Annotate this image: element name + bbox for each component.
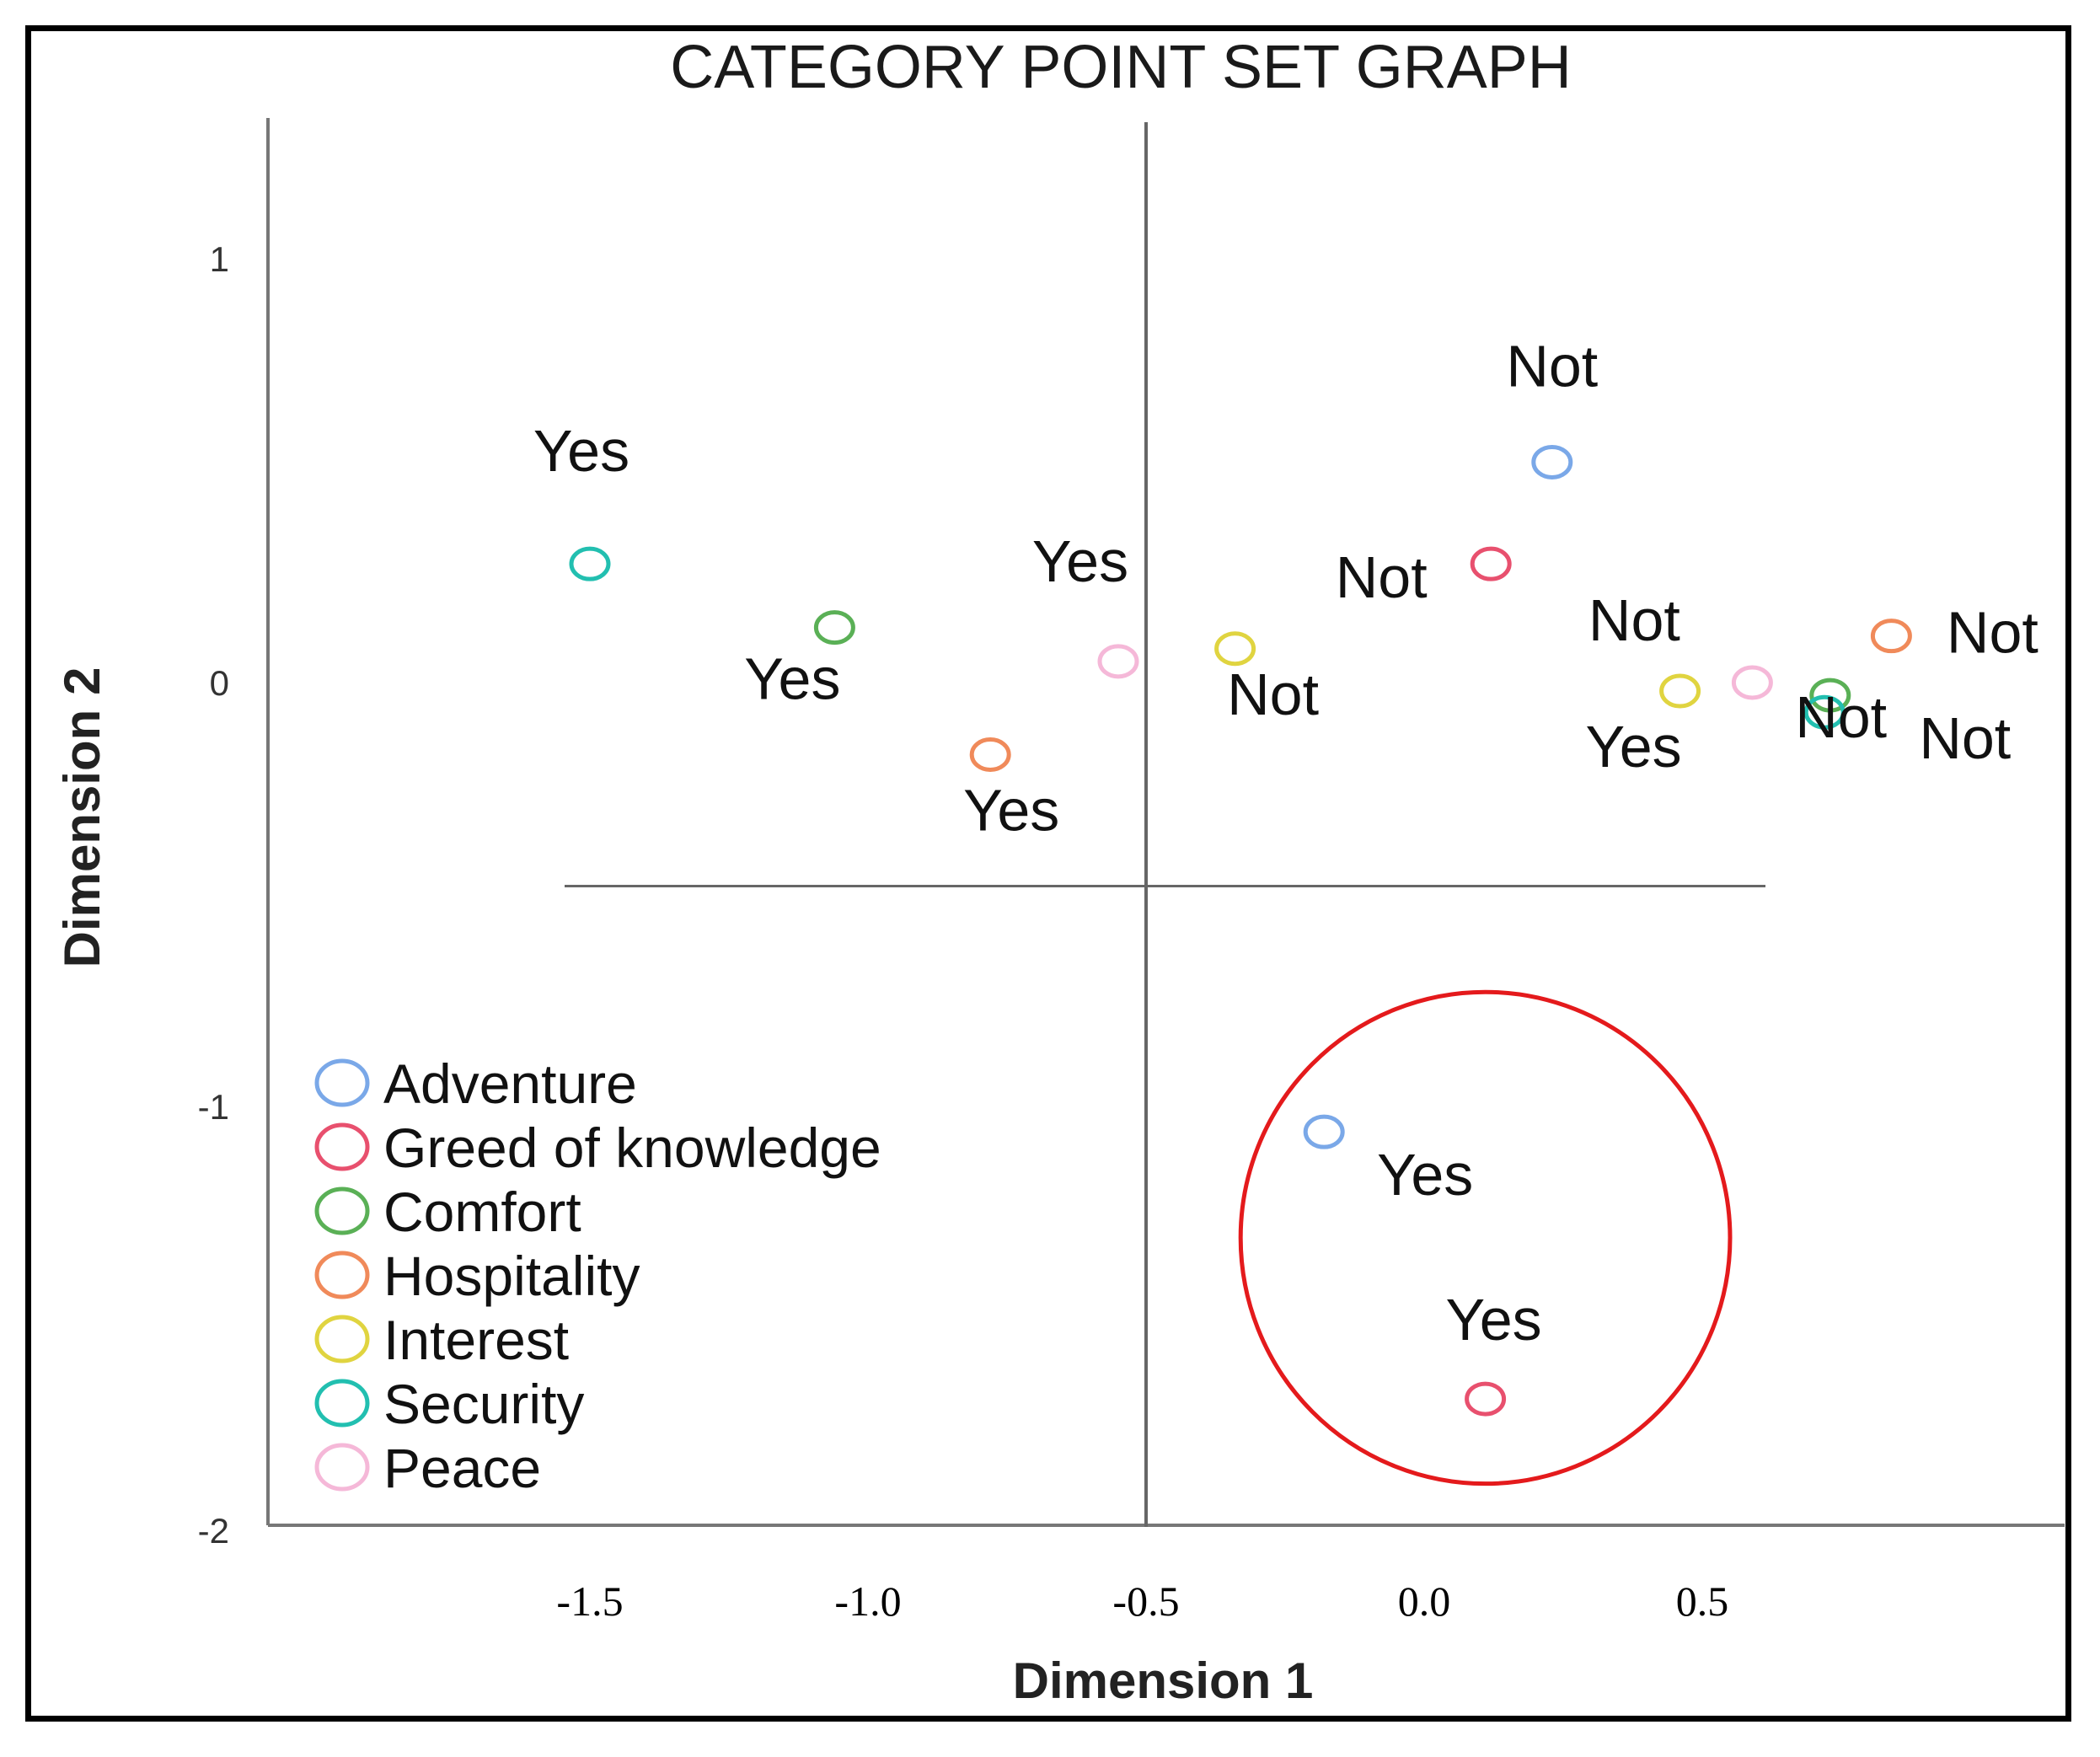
data-point [1214, 631, 1256, 667]
point-label: Yes [1445, 1287, 1541, 1353]
x-tick-label: -1.5 [556, 1578, 623, 1625]
point-label: Not [1947, 600, 2038, 666]
legend-marker [314, 1443, 370, 1492]
data-point [1809, 678, 1851, 713]
data-point [1659, 673, 1701, 709]
point-label: Not [1227, 662, 1319, 727]
x-tick-label: 0.5 [1676, 1578, 1729, 1625]
y-tick-label: 0 [210, 663, 229, 703]
annotation-layer [1238, 989, 1733, 1486]
legend-marker [314, 1251, 370, 1299]
point-label: Yes [963, 778, 1059, 844]
point-label: Not [1506, 333, 1598, 399]
data-point [569, 546, 611, 581]
data-point [1870, 619, 1912, 654]
figure-frame [25, 25, 2071, 1722]
point-label: Not [1795, 684, 1887, 750]
y-tick-label: -2 [198, 1511, 229, 1551]
data-point [969, 737, 1011, 773]
point-label: Yes [1585, 714, 1681, 779]
data-point [813, 610, 855, 645]
x-tick-label: -1.0 [834, 1578, 901, 1625]
highlight-ellipse [1238, 989, 1733, 1486]
data-point [1731, 665, 1773, 700]
x-axis-title: Dimension 1 [1013, 1653, 1314, 1709]
point-label: Yes [744, 646, 840, 712]
legend-label: Adventure [383, 1053, 637, 1115]
legend-label: Security [383, 1373, 584, 1435]
point-label: Not [1919, 705, 2011, 771]
point-label: Yes [1377, 1142, 1473, 1208]
legend-label: Greed of knowledge [383, 1117, 881, 1179]
legend-marker [314, 1058, 370, 1107]
legend-marker [314, 1122, 370, 1171]
legend-marker [314, 1379, 370, 1428]
y-tick-label: -1 [198, 1087, 229, 1127]
legend-marker [314, 1187, 370, 1235]
axis-ticks: 1 0 -1 -2 -1.5 -1.0 -0.5 0.0 0.5 [198, 239, 1729, 1625]
point-label: Not [1588, 587, 1680, 653]
x-tick-label: -0.5 [1112, 1578, 1179, 1625]
x-tick-label: 0.0 [1398, 1578, 1451, 1625]
data-point [1470, 546, 1512, 581]
y-axis-title: Dimension 2 [54, 667, 110, 968]
data-points: Not Yes Not Yes Yes Not Yes Not Not Yes Yes Not Yes N… [533, 333, 2038, 1417]
data-point [1531, 444, 1573, 479]
legend-marker [314, 1315, 370, 1363]
legend-label: Comfort [383, 1181, 581, 1243]
y-tick-label: 1 [210, 239, 229, 279]
legend-label: Hospitality [383, 1245, 640, 1307]
data-point [1803, 694, 1846, 730]
chart-title: CATEGORY POINT SET GRAPH [670, 34, 1572, 101]
data-point [1097, 644, 1139, 679]
data-point [1303, 1114, 1345, 1149]
point-label: Yes [533, 418, 629, 484]
legend-label: Interest [383, 1309, 569, 1371]
data-point [1465, 1381, 1507, 1417]
point-label: Yes [1032, 528, 1128, 594]
point-label: Not [1336, 544, 1428, 610]
legend-label: Peace [383, 1437, 541, 1499]
